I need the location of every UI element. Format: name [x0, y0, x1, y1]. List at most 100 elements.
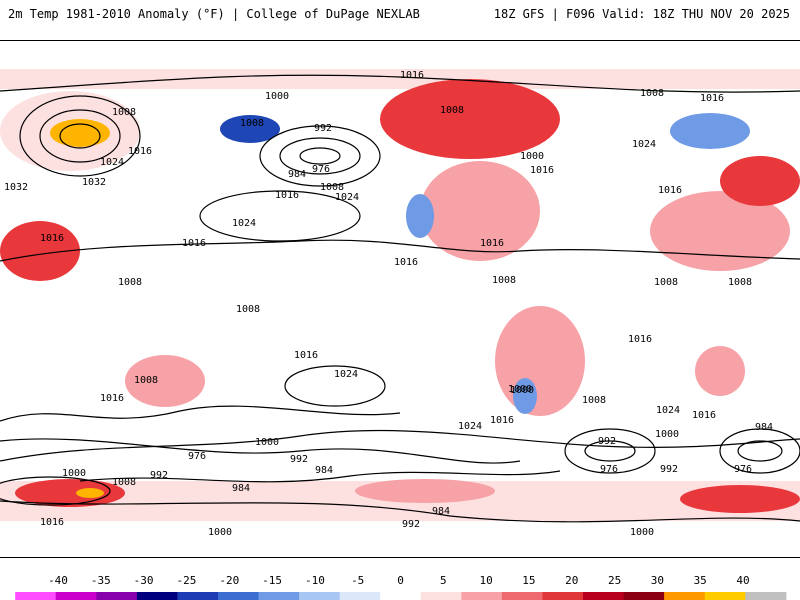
- pressure-label: 984: [755, 422, 773, 433]
- colorbar-swatch: [542, 592, 584, 600]
- warm-anomaly: [0, 221, 80, 281]
- pressure-label: 1016: [400, 70, 424, 81]
- weather-map: 1016 1008 1000 1008 992 984 976 1008 101…: [0, 40, 800, 558]
- pressure-label: 1000: [510, 385, 534, 396]
- colorbar-svg: -40 -35 -30 -25 -20 -15 -10 -5 0 5 10 15 20 25 30 35 40: [15, 574, 787, 600]
- pressure-label: 1016: [128, 146, 152, 157]
- colorbar-tick-label: 15: [522, 574, 535, 587]
- anomaly-shading: [0, 69, 800, 521]
- colorbar-swatch: [380, 592, 422, 600]
- pressure-label: 1008: [728, 277, 752, 288]
- arctic-warm-band: [0, 69, 800, 89]
- pressure-label: 976: [312, 164, 330, 175]
- pressure-label: 976: [188, 451, 206, 462]
- colorbar-tick-label: -10: [305, 574, 325, 587]
- pressure-label: 1016: [530, 165, 554, 176]
- colorbar-swatch: [55, 592, 97, 600]
- pressure-label: 1016: [480, 238, 504, 249]
- warm-anomaly: [695, 346, 745, 396]
- pressure-label: 1008: [582, 395, 606, 406]
- colorbar-swatch: [218, 592, 260, 600]
- colorbar-swatch: [583, 592, 625, 600]
- pressure-label: 1016: [100, 393, 124, 404]
- colorbar: -40 -35 -30 -25 -20 -15 -10 -5 0 5 10 15 20 25 30 35 40: [0, 562, 800, 600]
- pressure-label: 1008: [320, 182, 344, 193]
- warm-anomaly: [680, 485, 800, 513]
- colorbar-tick-label: 0: [397, 574, 404, 587]
- colorbar-swatch: [420, 592, 462, 600]
- pressure-label: 1008: [118, 277, 142, 288]
- colorbar-swatch: [501, 592, 543, 600]
- colorbar-tick-label: 5: [440, 574, 447, 587]
- colorbar-tick-label: -40: [48, 574, 68, 587]
- pressure-label: 1008: [654, 277, 678, 288]
- colorbar-swatch: [258, 592, 300, 600]
- pressure-label: 1000: [62, 468, 86, 479]
- pressure-label: 1000: [208, 527, 232, 538]
- pressure-label: 1024: [232, 218, 256, 229]
- colorbar-tick-label: -15: [262, 574, 282, 587]
- colorbar-tick-label: 25: [608, 574, 621, 587]
- pressure-label: 1000: [520, 151, 544, 162]
- pressure-label: 1016: [490, 415, 514, 426]
- colorbar-tick-label: 20: [565, 574, 578, 587]
- colorbar-tick-label: 35: [694, 574, 707, 587]
- pressure-label: 1000: [630, 527, 654, 538]
- pressure-label: 1016: [658, 185, 682, 196]
- pressure-label: 1008: [236, 304, 260, 315]
- warm-anomaly: [125, 355, 205, 407]
- colorbar-tick-label: 30: [651, 574, 664, 587]
- pressure-label: 992: [150, 470, 168, 481]
- pressure-label: 1016: [40, 233, 64, 244]
- pressure-label: 1016: [294, 350, 318, 361]
- pressure-label: 992: [314, 123, 332, 134]
- pressure-label: 1008: [240, 118, 264, 129]
- extreme-warm-anomaly: [50, 119, 110, 147]
- map-title: 2m Temp 1981-2010 Anomaly (°F) | College…: [8, 7, 420, 21]
- pressure-label: 976: [600, 464, 618, 475]
- pressure-label: 1008: [440, 105, 464, 116]
- cold-anomaly: [406, 194, 434, 238]
- pressure-label: 1024: [100, 157, 124, 168]
- pressure-label: 1024: [335, 192, 359, 203]
- pressure-label: 992: [290, 454, 308, 465]
- pressure-label: 992: [660, 464, 678, 475]
- cold-anomaly: [220, 115, 280, 143]
- pressure-label: 1032: [82, 177, 106, 188]
- pressure-label: 1016: [692, 410, 716, 421]
- colorbar-swatch: [136, 592, 178, 600]
- extreme-warm-anomaly: [76, 488, 104, 498]
- colorbar-tick-label: -5: [351, 574, 364, 587]
- contour-labels: 1016 1008 1000 1008 992 984 976 1008 101…: [4, 70, 773, 538]
- pressure-label: 1024: [632, 139, 656, 150]
- pressure-label: 1016: [394, 257, 418, 268]
- pressure-label: 1024: [458, 421, 482, 432]
- colorbar-swatch: [745, 592, 787, 600]
- cold-anomaly: [670, 113, 750, 149]
- pressure-label: 992: [402, 519, 420, 530]
- cold-anomaly: [513, 378, 537, 414]
- pressure-label: 1032: [4, 182, 28, 193]
- warm-anomaly: [355, 479, 495, 503]
- pressure-label: 984: [232, 483, 250, 494]
- warm-anomaly: [380, 79, 560, 159]
- colorbar-swatch: [664, 592, 706, 600]
- colorbar-swatch: [339, 592, 381, 600]
- pressure-label: 1000: [655, 429, 679, 440]
- model-run-label: 18Z GFS | F096 Valid: 18Z THU NOV 20 202…: [493, 7, 790, 21]
- pressure-label: 1008: [492, 275, 516, 286]
- pressure-label: 1016: [40, 517, 64, 528]
- warm-anomaly: [495, 306, 585, 416]
- colorbar-tick-label: 10: [479, 574, 492, 587]
- pressure-label: 1000: [255, 437, 279, 448]
- colorbar-tick-label: -35: [91, 574, 111, 587]
- pressure-label: 976: [734, 464, 752, 475]
- colorbar-tick-label: -25: [176, 574, 196, 587]
- colorbar-swatch: [623, 592, 665, 600]
- pressure-label: 984: [432, 506, 450, 517]
- warm-anomaly: [720, 156, 800, 206]
- pressure-label: 984: [288, 169, 306, 180]
- pressure-label: 1016: [182, 238, 206, 249]
- pressure-label: 1008: [640, 88, 664, 99]
- colorbar-swatch: [15, 592, 57, 600]
